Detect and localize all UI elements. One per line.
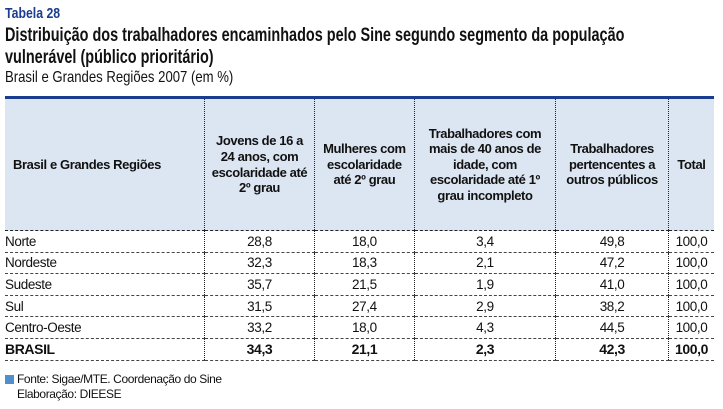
column-header: Brasil e Grandes Regiões [5, 97, 205, 231]
column-header: Trabalhadores pertencentes a outros públ… [555, 97, 669, 231]
value-cell: 2,3 [413, 338, 556, 361]
region-cell: Centro-Oeste [5, 316, 205, 339]
value-cell: 2,1 [413, 252, 556, 275]
region-cell: Sudeste [5, 273, 205, 296]
value-cell: 3,4 [413, 230, 556, 253]
title-line-2: vulnerável (público prioritário) [5, 47, 214, 68]
region-cell: Nordeste [5, 252, 205, 275]
header-row: Brasil e Grandes Regiões Jovens de 16 a 2… [5, 97, 714, 231]
page-title: Distribuição dos trabalhadores encaminha… [5, 25, 723, 69]
table-row: Sudeste 35,7 21,5 1,9 41,0 100,0 [5, 273, 714, 296]
value-cell: 34,3 [204, 338, 315, 361]
table-body: Norte 28,8 18,0 3,4 49,8 100,0 Nordeste 32,3 18,… [5, 230, 714, 361]
value-cell: 100,0 [667, 252, 714, 275]
table-row: BRASIL 34,3 21,1 2,3 42,3 100,0 [5, 338, 714, 361]
data-table: Brasil e Grandes Regiões Jovens de 16 a 2… [5, 96, 714, 361]
value-cell: 21,5 [314, 273, 415, 296]
subtitle-text: Brasil e Grandes Regiões 2007 (em %) [5, 69, 234, 86]
source-note: Fonte: Sigae/MTE. Coordenação do Sine [17, 372, 222, 386]
value-cell: 49,8 [555, 230, 669, 253]
value-cell: 31,5 [204, 295, 315, 318]
value-cell: 33,2 [204, 316, 315, 339]
table-label-text: Tabela 28 [5, 5, 61, 22]
value-cell: 18,0 [314, 316, 415, 339]
column-header: Trabalhadores com mais de 40 anos de ida… [413, 97, 556, 231]
bullet-icon [5, 375, 14, 384]
value-cell: 18,3 [314, 252, 415, 275]
value-cell: 1,9 [413, 273, 556, 296]
value-cell: 4,3 [413, 316, 556, 339]
value-cell: 28,8 [204, 230, 315, 253]
value-cell: 2,9 [413, 295, 556, 318]
column-header: Total [667, 97, 714, 231]
value-cell: 42,3 [555, 338, 669, 361]
column-header: Jovens de 16 a 24 anos, com escolaridade… [204, 97, 315, 231]
subtitle: Brasil e Grandes Regiões 2007 (em %) [5, 69, 283, 87]
value-cell: 44,5 [555, 316, 669, 339]
region-cell: Sul [5, 295, 205, 318]
table-row: Nordeste 32,3 18,3 2,1 47,2 100,0 [5, 252, 714, 275]
table-row: Sul 31,5 27,4 2,9 38,2 100,0 [5, 295, 714, 318]
value-cell: 41,0 [555, 273, 669, 296]
value-cell: 100,0 [667, 338, 714, 361]
value-cell: 32,3 [204, 252, 315, 275]
column-header: Mulheres com escolaridade até 2º grau [314, 97, 415, 231]
table-label: Tabela 28 [5, 5, 72, 22]
value-cell: 47,2 [555, 252, 669, 275]
value-cell: 35,7 [204, 273, 315, 296]
region-cell: Norte [5, 230, 205, 253]
value-cell: 18,0 [314, 230, 415, 253]
table-row: Norte 28,8 18,0 3,4 49,8 100,0 [5, 230, 714, 253]
footer: Fonte: Sigae/MTE. Coordenação do Sine El… [5, 372, 222, 402]
value-cell: 100,0 [667, 273, 714, 296]
table-row: Centro-Oeste 33,2 18,0 4,3 44,5 100,0 [5, 316, 714, 339]
value-cell: 38,2 [555, 295, 669, 318]
title-line-1: Distribuição dos trabalhadores encaminha… [5, 25, 625, 46]
value-cell: 100,0 [667, 295, 714, 318]
region-cell: BRASIL [5, 338, 205, 361]
value-cell: 100,0 [667, 230, 714, 253]
value-cell: 27,4 [314, 295, 415, 318]
author-note: Elaboração: DIEESE [17, 387, 122, 401]
value-cell: 21,1 [314, 338, 415, 361]
value-cell: 100,0 [667, 316, 714, 339]
